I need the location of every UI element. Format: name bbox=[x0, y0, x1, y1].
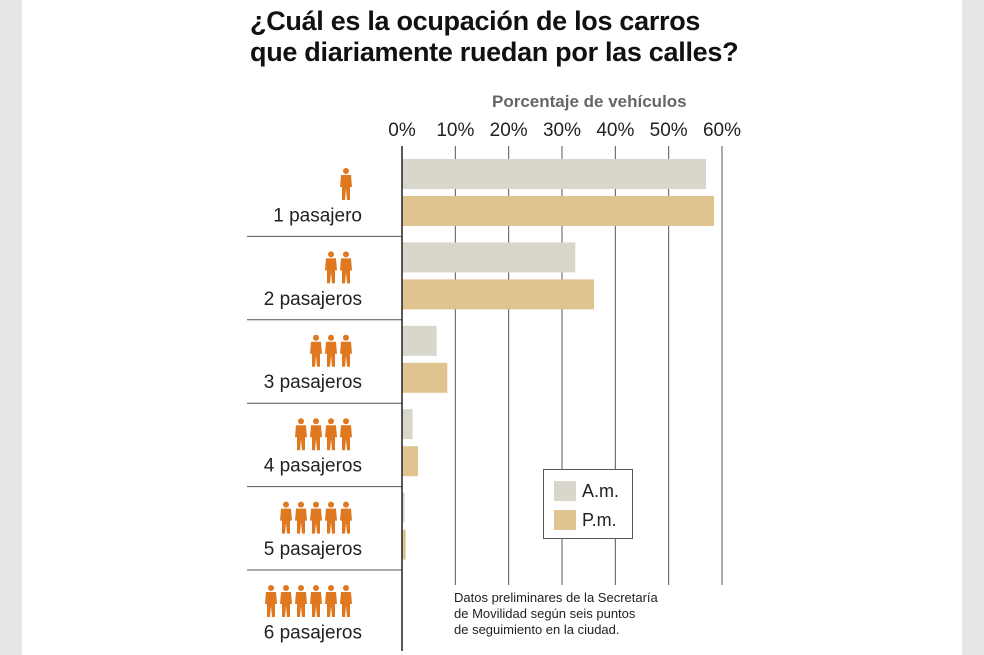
person-icon bbox=[280, 501, 292, 534]
person-icon bbox=[325, 501, 337, 534]
person-icon bbox=[340, 418, 352, 451]
person-icon bbox=[325, 418, 337, 451]
person-icon bbox=[340, 251, 352, 284]
bar bbox=[402, 279, 594, 310]
title-line-1: ¿Cuál es la ocupación de los carros bbox=[250, 6, 701, 36]
legend-item-am: A.m. bbox=[554, 480, 619, 502]
person-icon bbox=[265, 585, 277, 617]
note-line-2: de Movilidad según seis puntos bbox=[454, 606, 636, 621]
bar bbox=[402, 492, 405, 523]
category-label: 1 pasajero bbox=[273, 205, 362, 226]
bar bbox=[402, 159, 706, 189]
person-icon bbox=[325, 585, 337, 617]
x-tick-label: 60% bbox=[703, 120, 741, 141]
title-line-2: que diariamente ruedan por las calles? bbox=[250, 37, 739, 67]
x-tick-label: 40% bbox=[596, 120, 634, 141]
note-line-3: de seguimiento en la ciudad. bbox=[454, 622, 620, 637]
x-tick-label: 50% bbox=[650, 120, 688, 141]
person-icon bbox=[310, 501, 322, 534]
graphic-panel bbox=[22, 0, 962, 655]
bar bbox=[402, 362, 448, 393]
bar bbox=[402, 409, 413, 440]
legend: A.m. P.m. bbox=[543, 469, 633, 539]
chart-title: ¿Cuál es la ocupación de los carros que … bbox=[250, 6, 739, 68]
person-icon bbox=[340, 168, 352, 200]
bar bbox=[402, 242, 576, 273]
person-icon bbox=[280, 585, 292, 617]
x-tick-label: 20% bbox=[490, 120, 528, 141]
source-note: Datos preliminares de la Secretaría de M… bbox=[454, 590, 658, 638]
bar bbox=[402, 446, 418, 477]
person-icon bbox=[325, 334, 337, 367]
person-icon bbox=[325, 251, 337, 284]
person-icon bbox=[310, 334, 322, 367]
category-label: 4 pasajeros bbox=[264, 456, 362, 477]
person-icon bbox=[310, 418, 322, 451]
person-icon bbox=[340, 334, 352, 367]
category-label: 5 pasajeros bbox=[264, 539, 362, 560]
x-tick-label: 0% bbox=[388, 120, 416, 141]
person-icon bbox=[310, 585, 322, 617]
bar bbox=[402, 529, 406, 560]
legend-label-pm: P.m. bbox=[582, 509, 617, 530]
legend-label-am: A.m. bbox=[582, 480, 620, 501]
category-label: 2 pasajeros bbox=[264, 289, 362, 310]
x-tick-label: 10% bbox=[436, 120, 474, 141]
note-line-1: Datos preliminares de la Secretaría bbox=[454, 590, 658, 605]
legend-swatch-pm bbox=[554, 510, 576, 530]
person-icon bbox=[340, 501, 352, 534]
legend-item-pm: P.m. bbox=[554, 509, 617, 531]
person-icon bbox=[295, 501, 307, 534]
person-icon bbox=[295, 585, 307, 617]
person-icon bbox=[295, 418, 307, 451]
x-tick-label: 30% bbox=[543, 120, 581, 141]
bar bbox=[402, 325, 437, 356]
x-axis-label: Porcentaje de vehículos bbox=[492, 92, 687, 111]
person-icon bbox=[340, 585, 352, 617]
legend-swatch-am bbox=[554, 481, 576, 501]
category-label: 6 pasajeros bbox=[264, 622, 362, 643]
category-label: 3 pasajeros bbox=[264, 372, 362, 393]
bar bbox=[402, 196, 714, 226]
